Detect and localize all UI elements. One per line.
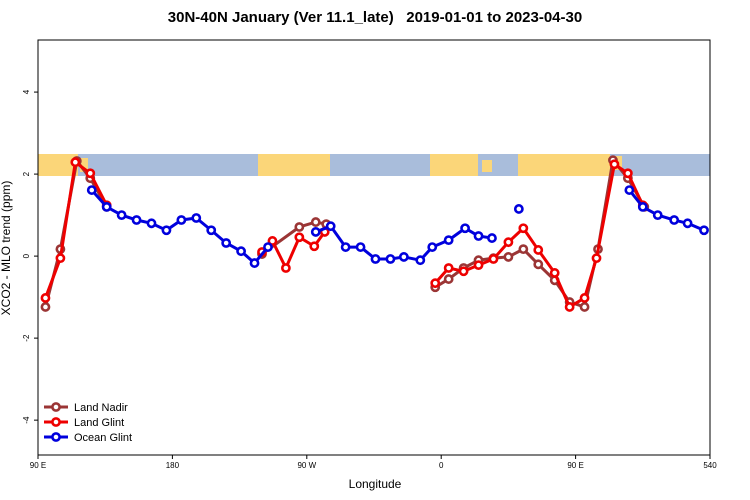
y-axis-label: XCO2 - MLO trend (ppm)	[0, 181, 13, 316]
point	[460, 223, 470, 234]
legend-marker	[51, 417, 61, 427]
legend-marker	[51, 402, 61, 412]
point	[325, 221, 336, 232]
point	[206, 225, 217, 236]
x-tick-label: 180	[166, 461, 180, 470]
x-tick-label: 540	[703, 461, 717, 470]
point	[70, 157, 81, 168]
point	[487, 233, 497, 243]
point	[131, 215, 142, 225]
point	[86, 185, 97, 195]
series-line	[90, 189, 705, 265]
point	[579, 293, 590, 303]
point	[443, 235, 454, 246]
point	[191, 213, 202, 223]
point	[624, 185, 635, 195]
point	[443, 274, 454, 284]
point	[669, 215, 680, 225]
point	[473, 231, 484, 241]
point	[652, 210, 663, 221]
point	[263, 242, 273, 252]
map-strip	[38, 154, 710, 176]
y-tick-label: -4	[22, 416, 31, 424]
point	[533, 259, 544, 270]
y-tick-label: -2	[22, 334, 31, 342]
point	[355, 242, 366, 252]
point	[473, 260, 484, 271]
point	[370, 254, 381, 264]
point	[622, 168, 633, 179]
chart-title: 30N-40N January (Ver 11.1_late) 2019-01-…	[168, 9, 582, 26]
point	[55, 253, 66, 264]
legend-label: Ocean Glint	[74, 432, 132, 444]
point	[564, 302, 575, 312]
x-tick-label: 90 E	[30, 461, 46, 470]
point	[40, 293, 51, 303]
legend-label: Land Nadir	[74, 402, 128, 414]
point	[340, 242, 351, 252]
point	[518, 244, 529, 255]
point	[116, 210, 127, 221]
point	[294, 232, 305, 243]
point	[146, 218, 157, 229]
point	[533, 245, 544, 255]
y-tick-label: 4	[22, 89, 31, 94]
point	[101, 202, 112, 212]
point	[637, 202, 648, 212]
point	[236, 246, 246, 257]
point	[503, 252, 514, 262]
point	[294, 222, 305, 232]
point	[176, 215, 187, 225]
x-tick-label: 0	[439, 461, 444, 470]
point	[280, 263, 291, 273]
point	[221, 238, 232, 248]
x-tick-label: 90 W	[297, 461, 316, 470]
point	[518, 223, 529, 234]
point	[161, 225, 172, 236]
plot-frame	[37, 39, 711, 456]
legend-label: Land Glint	[74, 417, 124, 429]
x-tick-label: 90 E	[567, 461, 583, 470]
point	[310, 217, 321, 227]
point	[609, 159, 620, 170]
y-tick-label: 2	[22, 171, 31, 176]
point	[579, 302, 590, 312]
point	[267, 236, 278, 246]
point	[415, 255, 426, 266]
point	[443, 263, 454, 273]
point	[458, 266, 469, 277]
y-tick-label: 0	[22, 253, 31, 258]
point	[398, 252, 409, 262]
point	[385, 254, 396, 264]
point	[699, 225, 709, 236]
point	[682, 218, 693, 229]
point	[549, 268, 560, 278]
point	[249, 258, 260, 268]
point	[40, 302, 51, 312]
point	[503, 237, 514, 248]
point	[488, 254, 499, 264]
point	[591, 253, 602, 264]
point	[85, 168, 96, 179]
series-line	[44, 160, 645, 309]
legend-marker	[51, 432, 61, 442]
point	[310, 227, 321, 237]
x-axis-label: Longitude	[349, 477, 402, 491]
point	[309, 241, 320, 252]
point	[513, 204, 524, 214]
point	[427, 242, 438, 252]
point	[430, 278, 441, 289]
